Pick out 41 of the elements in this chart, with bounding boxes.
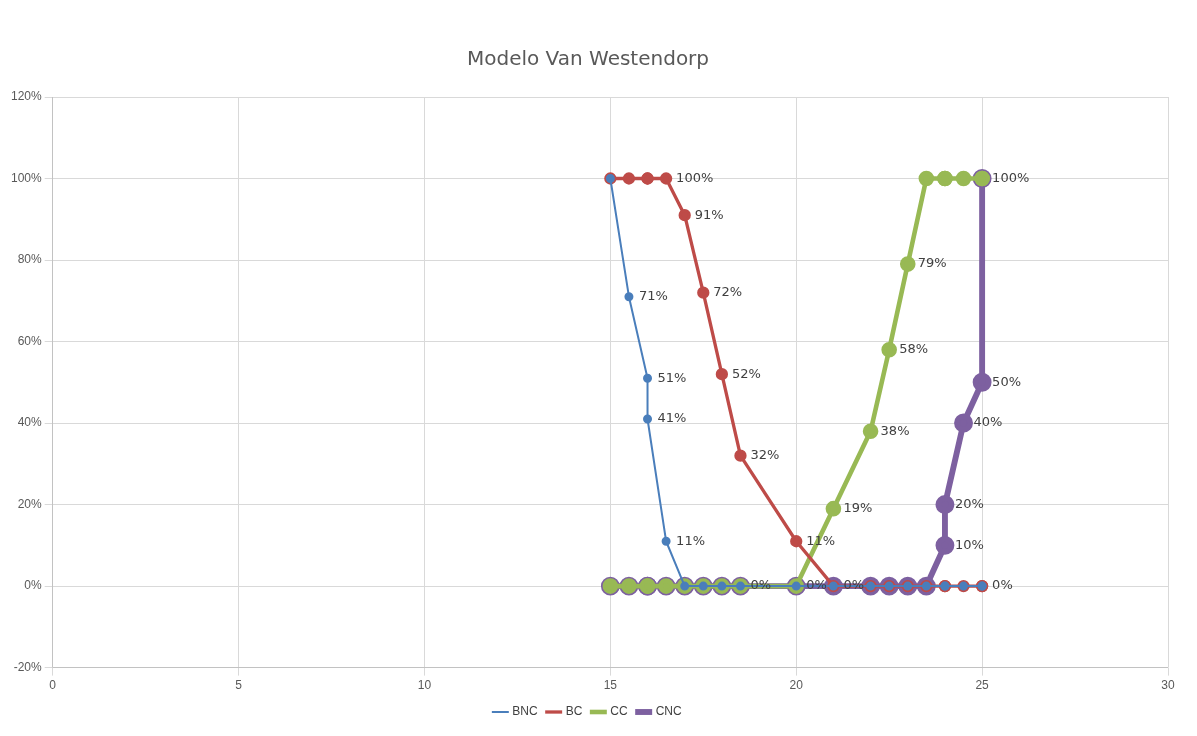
- legend-label: CNC: [655, 704, 682, 719]
- data-label: 58%: [899, 341, 929, 357]
- data-label: 100%: [992, 169, 1030, 185]
- x-tick-label: 5: [235, 678, 243, 693]
- data-label: 52%: [731, 365, 761, 381]
- x-tick-label: 10: [417, 678, 432, 693]
- data-label: 91%: [694, 206, 724, 222]
- data-label: 71%: [638, 288, 668, 304]
- y-tick-label: -20%: [13, 659, 43, 674]
- x-tick-label: 0: [49, 678, 57, 693]
- data-label: 38%: [880, 422, 910, 438]
- data-label: 100%: [676, 169, 714, 185]
- chart-title: Modelo Van Westendorp: [466, 46, 710, 71]
- data-label: 50%: [992, 373, 1022, 389]
- x-tick-label: 15: [603, 678, 618, 693]
- x-tick-label: 25: [975, 678, 990, 693]
- y-tick-label: 0%: [24, 578, 43, 593]
- x-tick-label: 20: [789, 678, 804, 693]
- data-label: 79%: [917, 255, 947, 271]
- y-tick-label: 40%: [17, 415, 43, 430]
- x-tick-label: 30: [1161, 678, 1175, 693]
- data-label: 0%: [843, 577, 865, 593]
- legend-label: BNC: [512, 704, 538, 719]
- data-label: 0%: [750, 577, 772, 593]
- y-tick-label: 80%: [17, 252, 43, 267]
- y-tick-label: 120%: [10, 89, 43, 104]
- y-tick-label: 100%: [10, 170, 43, 185]
- data-label: 72%: [713, 284, 743, 300]
- data-label: 0%: [992, 577, 1013, 593]
- data-label: 19%: [843, 500, 873, 516]
- y-tick-label: 20%: [17, 496, 43, 511]
- legend-label: CC: [610, 704, 628, 719]
- legend-label: BC: [565, 704, 583, 719]
- y-tick-label: 60%: [17, 333, 43, 348]
- data-label: 40%: [973, 414, 1003, 430]
- data-label: 11%: [676, 532, 706, 548]
- data-label: 51%: [657, 369, 687, 385]
- data-label: 20%: [954, 495, 984, 511]
- data-label: 10%: [954, 536, 984, 552]
- data-label: 32%: [750, 447, 780, 463]
- data-label: 41%: [657, 410, 687, 426]
